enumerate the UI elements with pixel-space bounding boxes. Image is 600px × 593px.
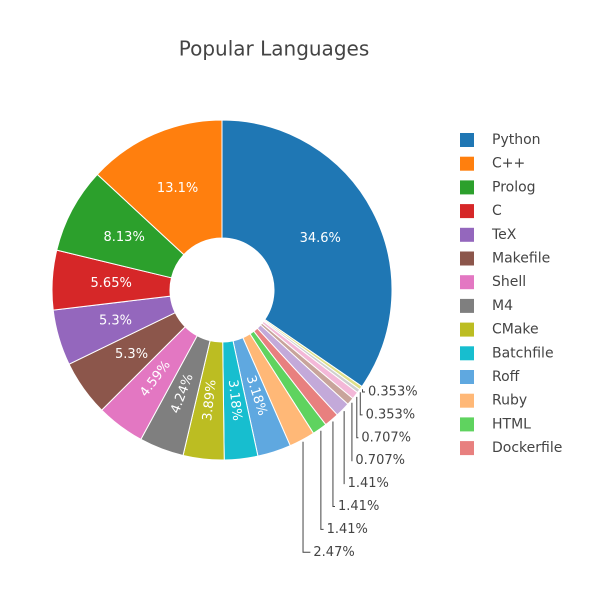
legend-label: Python — [492, 132, 541, 148]
slice-label: 3.18% — [225, 379, 245, 422]
slice-label: 5.3% — [99, 314, 132, 329]
legend-swatch — [460, 227, 474, 242]
legend-label: Shell — [492, 274, 526, 290]
legend-label: HTML — [492, 416, 531, 432]
legend-swatch — [460, 204, 474, 219]
leader-line — [356, 396, 359, 439]
legend-swatch — [460, 298, 474, 313]
slice-label: 1.41% — [348, 476, 389, 491]
slice-label: 5.3% — [115, 347, 148, 362]
slice-label: 3.89% — [200, 379, 219, 422]
legend-label: Dockerfile — [492, 440, 562, 456]
legend-label: Roff — [492, 369, 520, 385]
legend-swatch — [460, 370, 474, 384]
legend-label: Makefile — [492, 251, 550, 267]
leader-line — [320, 430, 324, 530]
legend-label: TeX — [491, 227, 517, 243]
legend-label: Prolog — [492, 179, 536, 195]
slice-label: 5.65% — [91, 276, 132, 291]
leader-line — [359, 392, 363, 416]
slice-label: 34.6% — [300, 231, 341, 246]
slice-label: 0.707% — [355, 453, 405, 468]
slice-label: 0.353% — [368, 385, 418, 400]
legend-swatch — [460, 322, 474, 337]
slice-label: 2.47% — [313, 545, 354, 560]
slice-label: 0.353% — [366, 407, 416, 422]
leader-line — [302, 441, 311, 553]
legend-label: M4 — [492, 298, 513, 314]
legend-swatch — [460, 133, 474, 147]
legend-label: C — [492, 203, 502, 219]
pie-slice — [96, 119, 223, 256]
slice-label: 1.41% — [338, 499, 379, 514]
legend-label: C++ — [492, 156, 525, 172]
legend-label: Batchfile — [492, 345, 554, 361]
leader-line — [362, 389, 365, 393]
legend-swatch — [460, 251, 474, 266]
legend-swatch — [460, 441, 474, 456]
legend-swatch — [460, 180, 474, 195]
slice-label: 8.13% — [104, 230, 145, 245]
legend-swatch — [460, 393, 474, 408]
slice-label: 1.41% — [327, 522, 368, 537]
slice-label: 0.707% — [361, 430, 411, 445]
leader-line — [332, 421, 335, 507]
legend-swatch — [460, 156, 474, 171]
slice-label: 13.1% — [157, 181, 198, 196]
legend-swatch — [460, 417, 474, 432]
legend-swatch — [460, 346, 474, 361]
legend-label: Ruby — [492, 393, 527, 409]
pie-slice — [221, 119, 393, 388]
chart-title: Popular Languages — [179, 37, 369, 61]
legend-swatch — [460, 275, 474, 290]
legend-label: CMake — [492, 322, 539, 338]
